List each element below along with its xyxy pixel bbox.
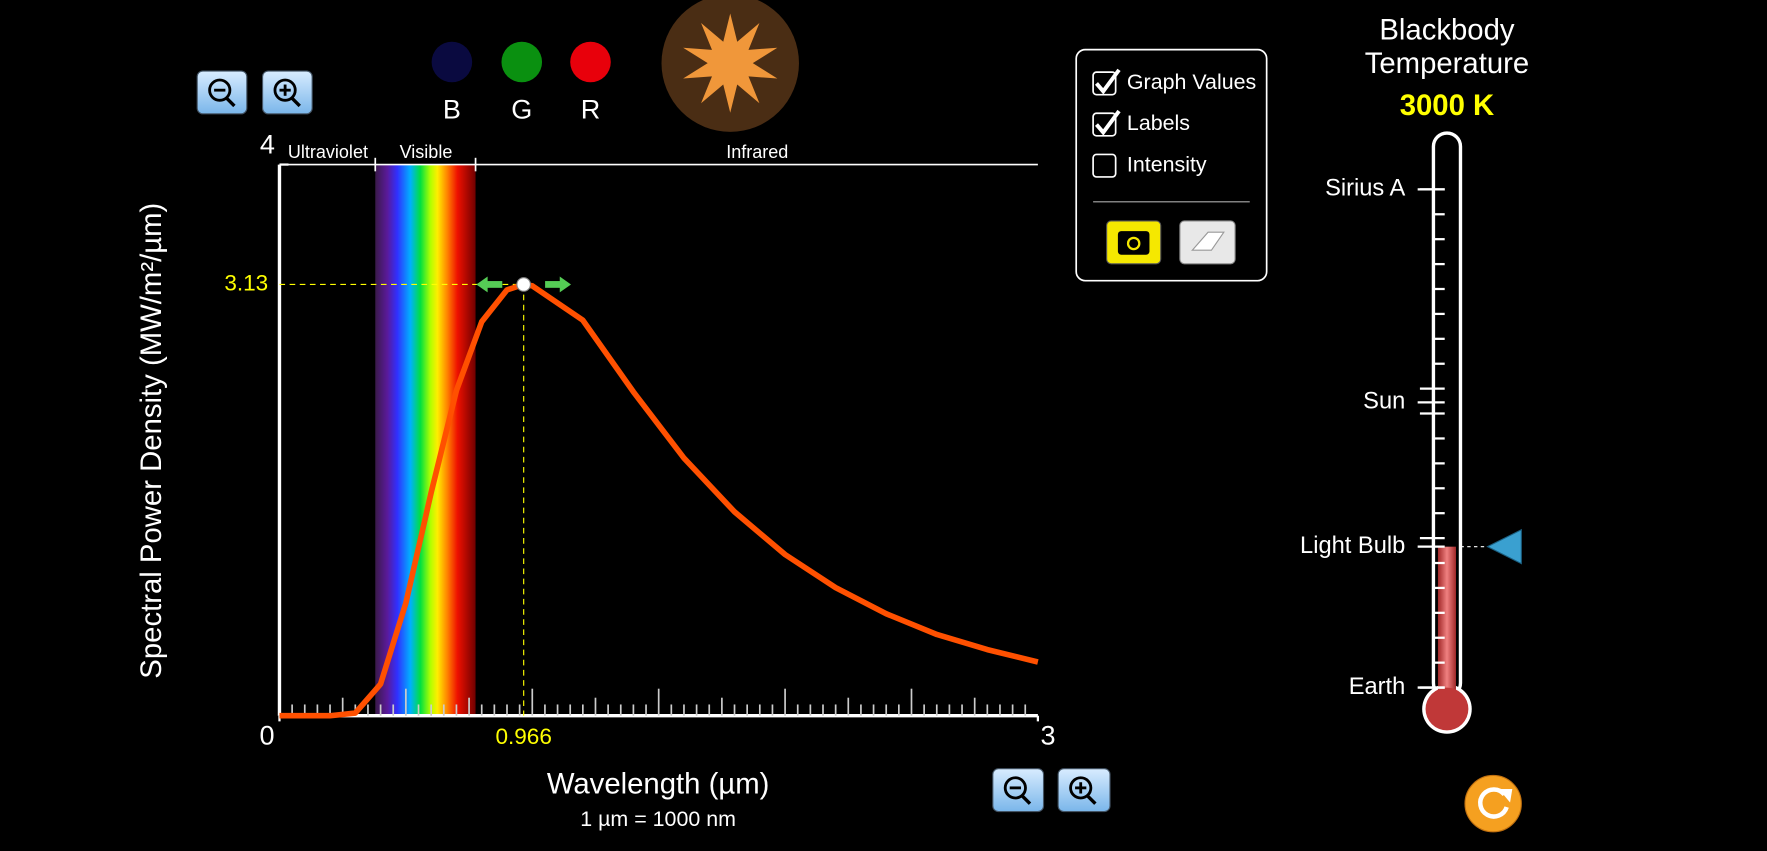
- band-header: [279, 157, 1038, 172]
- band-label: Ultraviolet: [288, 142, 368, 162]
- zoom-in-y[interactable]: [262, 70, 313, 115]
- band-label: Infrared: [726, 142, 788, 162]
- zoom-out-x[interactable]: [992, 768, 1045, 813]
- thermometer-label: Sun: [1363, 389, 1405, 415]
- y-tick-label: 4: [260, 130, 275, 160]
- peak-arrow-right: [559, 276, 572, 293]
- blue-indicator: [431, 41, 473, 83]
- peak-arrow-right-shaft: [545, 281, 561, 288]
- thermometer-title: Blackbody: [1379, 13, 1515, 46]
- peak-point[interactable]: [516, 277, 532, 292]
- thermometer-bulb: [1425, 687, 1469, 731]
- green-indicator: [501, 41, 543, 83]
- star: [683, 13, 778, 113]
- color-label: R: [581, 95, 601, 125]
- checkbox-option[interactable]: Graph Values: [1092, 68, 1256, 96]
- checkbox-option[interactable]: Labels: [1092, 109, 1190, 137]
- checkmark: [1094, 68, 1121, 95]
- x-tick-label: 0: [260, 720, 275, 750]
- snapshot-button[interactable]: [1106, 220, 1162, 265]
- thermometer-label: Earth: [1349, 674, 1406, 700]
- color-label: B: [443, 95, 461, 125]
- thermometer-label: Light Bulb: [1300, 533, 1405, 559]
- erase-button[interactable]: [1179, 220, 1236, 265]
- checkbox-option[interactable]: Intensity: [1092, 152, 1207, 178]
- y-axis-label: Spectral Power Density (MW/m²/µm): [135, 203, 168, 679]
- peak-arrow-left: [476, 276, 488, 293]
- peak-x-label: 0.966: [495, 724, 551, 749]
- mercury: [1437, 546, 1456, 705]
- red-indicator: [570, 41, 611, 83]
- peak-y-label: 3.13: [224, 270, 268, 295]
- reset-button[interactable]: [1464, 774, 1522, 833]
- zoom-in-x[interactable]: [1057, 768, 1111, 813]
- x-tick-label: 3: [1041, 720, 1056, 750]
- checkmark: [1094, 109, 1121, 136]
- color-label: G: [511, 95, 532, 125]
- temperature-slider[interactable]: [1486, 528, 1522, 565]
- temperature-value: 3000 K: [1400, 89, 1494, 122]
- option-label: Intensity: [1127, 152, 1207, 176]
- x-axis-note: 1 µm = 1000 nm: [580, 807, 736, 831]
- checkbox: [1092, 153, 1117, 178]
- option-label: Labels: [1127, 111, 1190, 135]
- option-label: Graph Values: [1127, 70, 1256, 94]
- thermometer-title: Temperature: [1365, 47, 1529, 80]
- band-label: Visible: [400, 142, 453, 162]
- peak-arrow-left-shaft: [486, 281, 503, 288]
- zoom-out-y[interactable]: [196, 70, 248, 115]
- visible-spectrum: [375, 164, 476, 716]
- x-axis-label: Wavelength (µm): [547, 767, 770, 800]
- thermometer-label: Sirius A: [1325, 176, 1405, 202]
